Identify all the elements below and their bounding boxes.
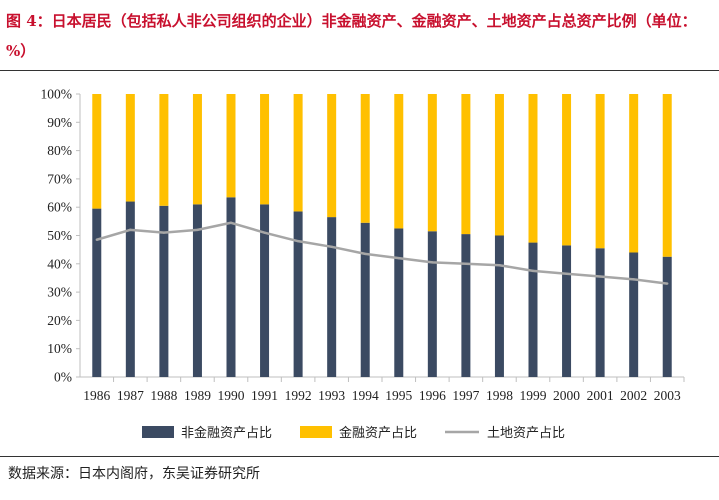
point-land xyxy=(598,275,602,278)
bar-financial xyxy=(595,94,605,249)
point-land xyxy=(364,252,367,256)
bar-non-financial xyxy=(226,197,236,377)
bar-non-financial xyxy=(293,211,303,377)
bar-financial xyxy=(327,94,337,218)
y-tick-label: 40% xyxy=(47,256,72,271)
point-land xyxy=(95,238,98,241)
x-tick-label: 2002 xyxy=(620,388,647,403)
bar-non-financial xyxy=(360,222,370,377)
bar-financial xyxy=(92,94,102,209)
y-tick-label: 50% xyxy=(47,228,72,243)
bar-non-financial xyxy=(662,256,672,377)
point-land xyxy=(464,262,468,265)
bar-non-financial xyxy=(528,242,538,377)
bar-financial xyxy=(226,94,236,198)
y-tick-label: 10% xyxy=(47,341,72,356)
bar-non-financial xyxy=(260,204,270,377)
x-tick-label: 1986 xyxy=(83,388,110,403)
x-tick-label: 1991 xyxy=(251,388,278,403)
point-land xyxy=(565,272,568,275)
bar-financial xyxy=(293,94,303,212)
y-tick-label: 60% xyxy=(47,200,72,215)
x-tick-label: 1992 xyxy=(285,388,312,403)
legend-swatch-financial xyxy=(300,426,332,438)
bar-financial xyxy=(662,94,672,257)
x-tick-label: 1999 xyxy=(520,388,547,403)
bar-financial xyxy=(125,94,135,202)
bar-non-financial xyxy=(192,204,202,377)
bar-financial xyxy=(562,94,572,246)
point-land xyxy=(196,228,199,232)
y-tick-label: 70% xyxy=(47,171,72,186)
y-tick-label: 0% xyxy=(54,370,72,385)
point-land xyxy=(129,228,132,232)
legend-label-financial: 金融资产占比 xyxy=(339,425,417,441)
point-land xyxy=(263,231,266,234)
chart-area: 0% 10% 20% 30% 40% 50% 60% 70% 80% 90% 100% 1986 198… xyxy=(41,87,685,441)
point-land xyxy=(330,245,333,249)
x-tick-label: 2000 xyxy=(553,388,580,403)
x-tick-label: 2001 xyxy=(587,388,614,403)
y-tick-label: 90% xyxy=(47,115,72,130)
source-note: 数据来源：日本内阁府，东吴证券研究所 xyxy=(8,466,260,482)
bar-non-financial xyxy=(494,235,504,377)
bar-financial xyxy=(427,94,437,232)
x-tick-label: 1989 xyxy=(184,388,211,403)
bar-non-financial xyxy=(427,231,437,377)
x-tick-label: 1990 xyxy=(218,388,245,403)
x-tick-label: 1996 xyxy=(419,388,446,403)
point-land xyxy=(531,269,535,273)
x-tick-label: 1988 xyxy=(150,388,177,403)
point-land xyxy=(632,278,635,281)
bar-financial xyxy=(192,94,202,205)
bar-non-financial xyxy=(629,252,639,377)
bar-financial xyxy=(260,94,270,205)
y-tick-label: 20% xyxy=(47,313,72,328)
bar-non-financial xyxy=(562,245,572,377)
x-tick-label: 1995 xyxy=(385,388,412,403)
legend-swatch-non-financial xyxy=(142,426,174,438)
point-land xyxy=(397,256,400,260)
point-land xyxy=(229,221,233,224)
bar-financial xyxy=(360,94,370,223)
bar-non-financial xyxy=(159,205,169,377)
bar-financial xyxy=(528,94,538,243)
legend-label-land: 土地资产占比 xyxy=(487,426,565,441)
bar-financial xyxy=(461,94,471,235)
chart-title: 图 4：日本居民（包括私人非公司组织的企业）非金融资产、金融资产、土地资产占总资… xyxy=(6,12,697,60)
point-land xyxy=(498,264,501,267)
x-tick-label: 1997 xyxy=(452,388,479,403)
y-tick-label: 30% xyxy=(47,285,72,300)
point-land xyxy=(296,239,300,243)
bar-non-financial xyxy=(125,201,135,377)
bar-non-financial xyxy=(595,248,605,377)
y-tick-label: 100% xyxy=(41,87,73,102)
point-land xyxy=(162,231,166,234)
bar-non-financial xyxy=(461,234,471,377)
x-tick-label: 1994 xyxy=(352,388,379,403)
point-land xyxy=(666,282,669,285)
bar-non-financial xyxy=(394,228,404,377)
x-tick-label: 1998 xyxy=(486,388,513,403)
source-divider xyxy=(0,456,719,457)
x-tick-label: 1993 xyxy=(318,388,345,403)
y-tick-label: 80% xyxy=(47,143,72,158)
bar-financial xyxy=(629,94,639,253)
line-land xyxy=(96,221,668,285)
bar-financial xyxy=(394,94,404,229)
title-divider xyxy=(0,70,719,71)
bar-non-financial xyxy=(92,208,102,377)
x-tick-label: 2003 xyxy=(654,388,681,403)
legend-label-non-financial: 非金融资产占比 xyxy=(181,425,272,441)
bar-financial xyxy=(159,94,169,206)
bar-financial xyxy=(494,94,504,236)
x-tick-label: 1987 xyxy=(117,388,144,403)
bar-non-financial xyxy=(327,217,337,377)
point-land xyxy=(431,261,434,264)
